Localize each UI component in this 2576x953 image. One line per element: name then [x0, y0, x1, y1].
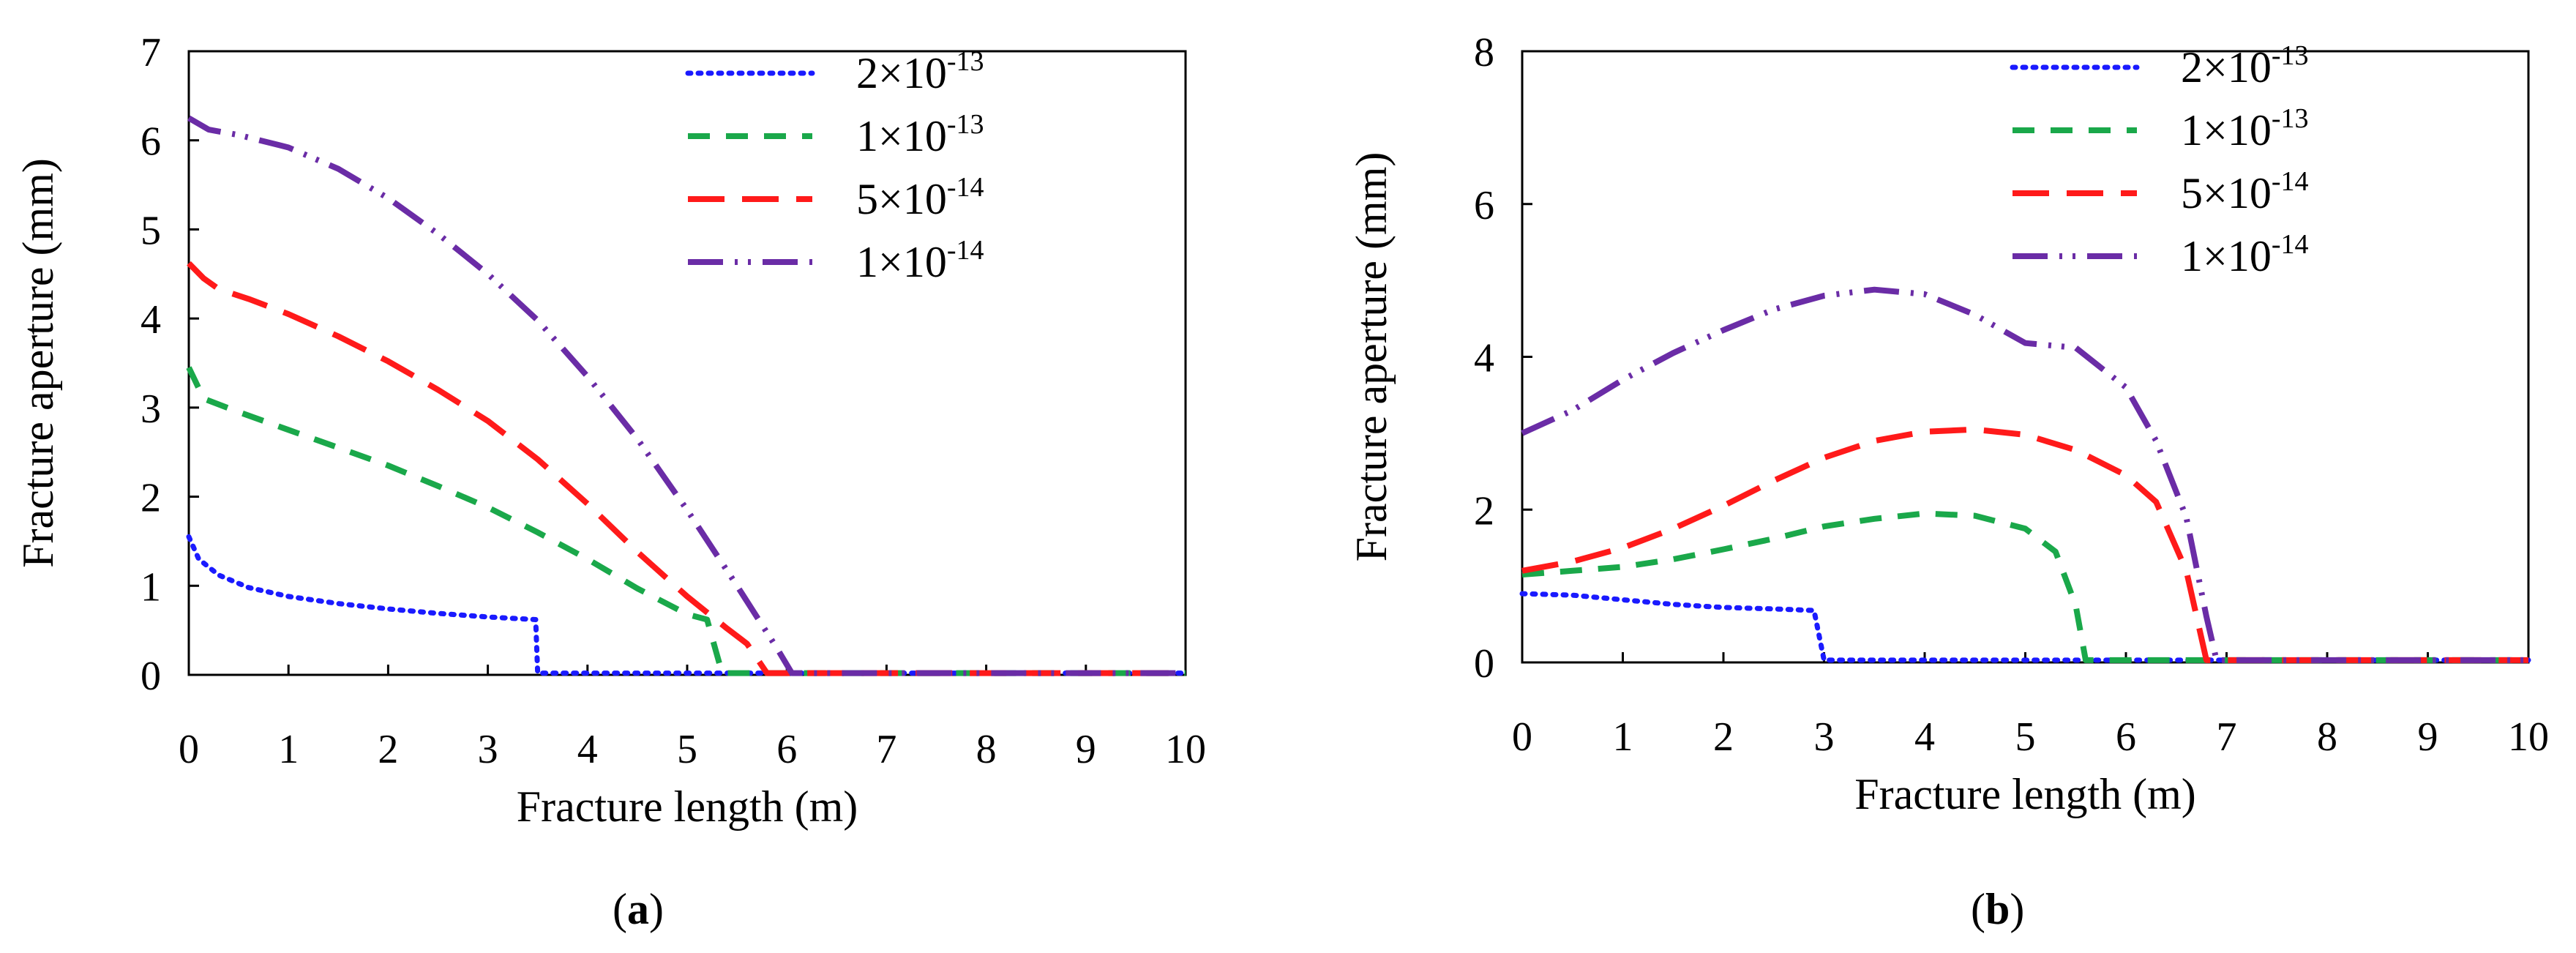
x-tick-label: 1: [278, 727, 299, 772]
legend-base: 1×10: [856, 238, 947, 286]
legend-base: 1×10: [2181, 232, 2272, 280]
y-tick-label: 6: [141, 119, 161, 165]
x-tick-label: 8: [2317, 714, 2337, 760]
x-tick-label: 10: [1165, 727, 1206, 772]
x-tick-label: 5: [677, 727, 697, 772]
legend-exponent: -14: [2272, 229, 2309, 260]
legend-base: 5×10: [856, 175, 947, 223]
legend-base: 2×10: [2181, 43, 2272, 91]
x-tick-label: 7: [876, 727, 896, 772]
y-tick-label: 8: [1474, 30, 1494, 75]
series-line: [187, 261, 1186, 676]
legend-base: 2×10: [856, 49, 947, 97]
y-axis-label: Fracture aperture (mm): [1347, 152, 1396, 562]
legend-label: 2×10-13: [856, 46, 984, 97]
series-line: [1521, 426, 2528, 663]
x-axis-label: Fracture length (m): [517, 782, 858, 831]
legend-exponent: -14: [947, 172, 984, 203]
panel-label: (a): [613, 885, 664, 933]
x-tick-label: 1: [1613, 714, 1633, 760]
y-tick-label: 2: [1474, 488, 1494, 534]
plot-frame: [187, 50, 1187, 676]
legend-exponent: -13: [947, 109, 984, 140]
legend-label: 5×10-14: [2181, 166, 2309, 217]
x-tick-label: 4: [1914, 714, 1935, 760]
x-tick-label: 9: [1076, 727, 1096, 772]
y-tick-label: 1: [141, 564, 161, 610]
legend-exponent: -13: [2272, 103, 2309, 134]
series-line: [186, 366, 1186, 676]
x-tick-label: 5: [2015, 714, 2036, 760]
panel-label: (b): [1971, 885, 2024, 933]
series-line: [1521, 286, 2528, 663]
x-tick-label: 0: [1512, 714, 1532, 760]
y-tick-label: 2: [141, 476, 161, 521]
legend-exponent: -13: [947, 46, 984, 77]
x-tick-label: 6: [2116, 714, 2136, 760]
x-tick-label: 6: [776, 727, 797, 772]
y-axis-label: Fracture aperture (mm): [14, 158, 62, 568]
series-line: [1521, 510, 2528, 663]
legend-label: 1×10-13: [2181, 103, 2309, 154]
x-tick-label: 3: [1814, 714, 1835, 760]
x-tick-label: 4: [577, 727, 598, 772]
legend-label: 5×10-14: [856, 172, 984, 223]
x-tick-label: 8: [976, 727, 997, 772]
y-tick-label: 4: [141, 297, 161, 343]
plot-frame: [1521, 50, 2530, 664]
y-tick-label: 7: [141, 30, 161, 75]
series-line: [187, 115, 1186, 676]
series-line: [186, 534, 1188, 676]
legend-base: 1×10: [856, 112, 947, 160]
legend-exponent: -13: [2272, 40, 2309, 71]
legend-label: 2×10-13: [2181, 40, 2309, 91]
x-axis-label: Fracture length (m): [1854, 770, 2196, 818]
x-tick-label: 0: [179, 727, 199, 772]
x-tick-label: 3: [478, 727, 498, 772]
x-tick-label: 10: [2508, 714, 2549, 760]
y-tick-label: 3: [141, 386, 161, 432]
chart-panel-b: 0 1 2 3 4 5 6 7 8 9 10 0 2 4 6 8 Fracture length (m) Frac…: [1347, 30, 2549, 933]
x-tick-label: 2: [378, 727, 398, 772]
legend-exponent: -14: [2272, 166, 2309, 197]
x-tick-label: 9: [2418, 714, 2438, 760]
y-tick-label: 0: [1474, 641, 1494, 687]
series-line: [1519, 591, 2531, 663]
y-tick-label: 0: [141, 654, 161, 699]
y-tick-label: 4: [1474, 336, 1494, 381]
legend-label: 1×10-14: [856, 235, 984, 286]
legend-exponent: -14: [947, 235, 984, 266]
x-tick-label: 2: [1713, 714, 1734, 760]
legend-label: 1×10-14: [2181, 229, 2309, 280]
legend-base: 1×10: [2181, 106, 2272, 154]
chart-panel-a: 0 1 2 3 4 5 6 7 8 9 10 0 1 2 3 4 5 6 7 Fracture length (m) F…: [14, 30, 1206, 933]
legend-label: 1×10-13: [856, 109, 984, 160]
x-tick-label: 7: [2217, 714, 2237, 760]
legend-base: 5×10: [2181, 169, 2272, 217]
y-tick-label: 6: [1474, 183, 1494, 228]
y-tick-label: 5: [141, 208, 161, 253]
